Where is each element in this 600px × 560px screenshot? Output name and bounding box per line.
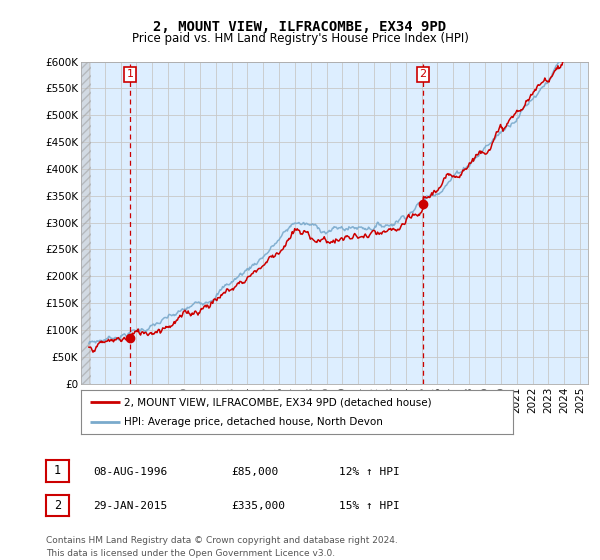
Text: £335,000: £335,000 [231, 501, 285, 511]
Text: 15% ↑ HPI: 15% ↑ HPI [339, 501, 400, 511]
Text: 08-AUG-1996: 08-AUG-1996 [93, 466, 167, 477]
Text: 29-JAN-2015: 29-JAN-2015 [93, 501, 167, 511]
Bar [81, 62, 91, 384]
Text: HPI: Average price, detached house, North Devon: HPI: Average price, detached house, Nort… [124, 417, 383, 427]
Text: 2: 2 [419, 69, 427, 80]
Text: Price paid vs. HM Land Registry's House Price Index (HPI): Price paid vs. HM Land Registry's House … [131, 32, 469, 45]
Text: 2, MOUNT VIEW, ILFRACOMBE, EX34 9PD: 2, MOUNT VIEW, ILFRACOMBE, EX34 9PD [154, 20, 446, 34]
Text: Contains HM Land Registry data © Crown copyright and database right 2024.
This d: Contains HM Land Registry data © Crown c… [46, 536, 398, 558]
Text: 2, MOUNT VIEW, ILFRACOMBE, EX34 9PD (detached house): 2, MOUNT VIEW, ILFRACOMBE, EX34 9PD (det… [124, 397, 432, 407]
Text: 2: 2 [54, 499, 61, 512]
Text: 12% ↑ HPI: 12% ↑ HPI [339, 466, 400, 477]
Text: 1: 1 [54, 464, 61, 478]
Text: £85,000: £85,000 [231, 466, 278, 477]
Text: 1: 1 [127, 69, 134, 80]
